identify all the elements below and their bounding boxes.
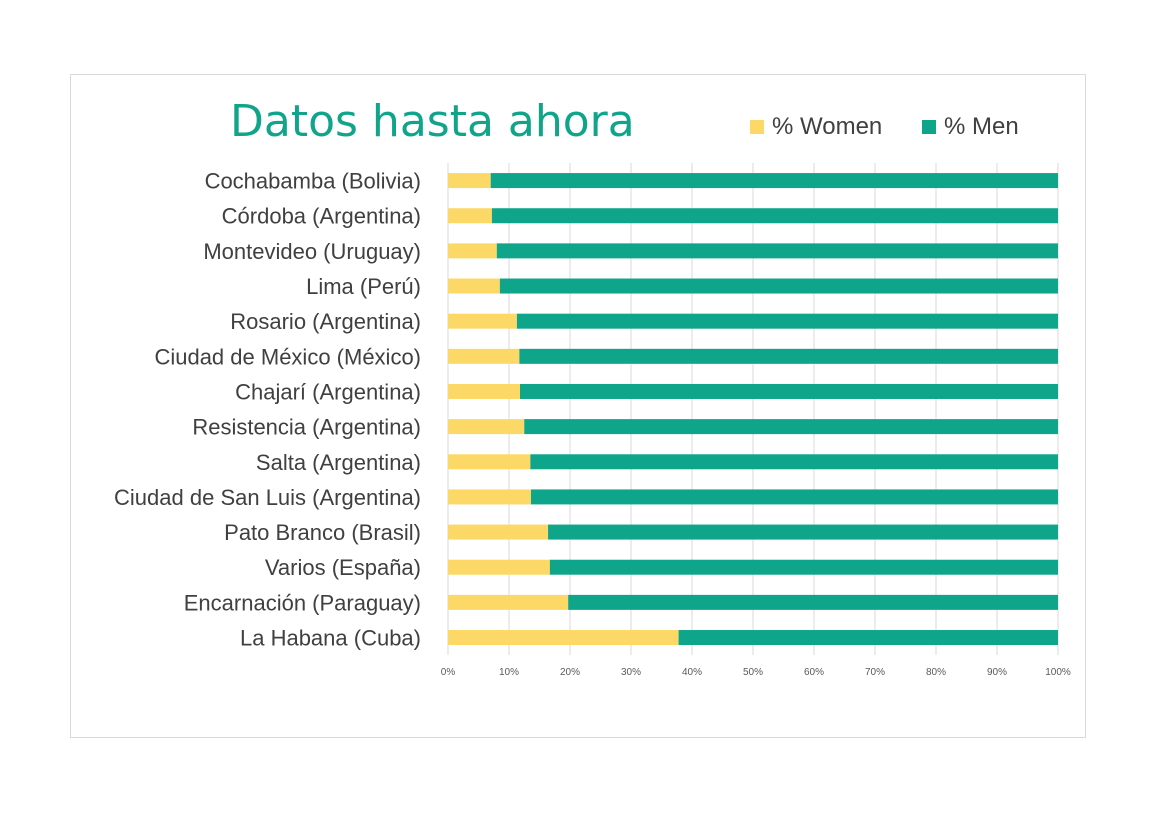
bar-women: [448, 278, 500, 294]
bar-women: [448, 489, 531, 505]
category-label: Ciudad de México (México): [154, 344, 421, 369]
bar-men: [524, 419, 1058, 435]
bar-women: [448, 594, 569, 610]
legend-swatch-men: [922, 120, 936, 134]
category-label: Salta (Argentina): [256, 450, 421, 475]
bar-men: [490, 173, 1058, 189]
category-label: Rosario (Argentina): [230, 309, 421, 334]
bar-men: [519, 383, 1058, 399]
bar-women: [448, 348, 520, 364]
bar-men: [548, 524, 1058, 540]
bar-women: [448, 630, 679, 646]
bar-women: [448, 208, 492, 224]
category-label: Pato Branco (Brasil): [224, 520, 421, 545]
category-label: Varios (España): [265, 555, 421, 580]
x-tick-label: 30%: [621, 667, 641, 678]
bar-men: [519, 348, 1058, 364]
legend-swatch-women: [750, 120, 764, 134]
category-label: Córdoba (Argentina): [222, 204, 421, 229]
bar-men: [678, 630, 1058, 646]
category-label: Chajarí (Argentina): [235, 379, 421, 404]
category-label: La Habana (Cuba): [240, 626, 421, 651]
category-label: Lima (Perú): [306, 274, 421, 299]
bar-women: [448, 243, 497, 259]
bar-women: [448, 173, 491, 189]
bar-men: [530, 489, 1058, 505]
category-label: Encarnación (Paraguay): [184, 590, 421, 615]
bar-women: [448, 313, 517, 329]
x-tick-label: 40%: [682, 667, 702, 678]
bar-men: [491, 208, 1058, 224]
category-label: Cochabamba (Bolivia): [205, 169, 421, 194]
legend-label-men: % Men: [944, 113, 1019, 140]
bar-women: [448, 383, 520, 399]
bar-men: [568, 594, 1058, 610]
x-tick-label: 80%: [926, 667, 946, 678]
x-tick-label: 10%: [499, 667, 519, 678]
bar-men: [549, 559, 1058, 575]
bar-men: [496, 243, 1058, 259]
bar-men: [516, 313, 1058, 329]
x-tick-label: 70%: [865, 667, 885, 678]
category-label: Montevideo (Uruguay): [203, 239, 421, 264]
x-tick-label: 60%: [804, 667, 824, 678]
chart-title: Datos hasta ahora: [230, 96, 635, 147]
bar-women: [448, 524, 549, 540]
legend-label-women: % Women: [772, 113, 883, 140]
bar-men: [499, 278, 1059, 294]
bar-women: [448, 419, 525, 435]
bar-men: [530, 454, 1058, 470]
bar-women: [448, 559, 550, 575]
category-label: Resistencia (Argentina): [192, 415, 421, 440]
legend-item-men: % Men: [922, 113, 1019, 141]
x-tick-label: 90%: [987, 667, 1007, 678]
x-tick-label: 100%: [1045, 667, 1071, 678]
x-tick-label: 20%: [560, 667, 580, 678]
bar-women: [448, 454, 531, 470]
category-label: Ciudad de San Luis (Argentina): [114, 485, 421, 510]
x-tick-label: 0%: [441, 667, 456, 678]
x-tick-label: 50%: [743, 667, 763, 678]
legend-item-women: % Women: [750, 113, 882, 141]
